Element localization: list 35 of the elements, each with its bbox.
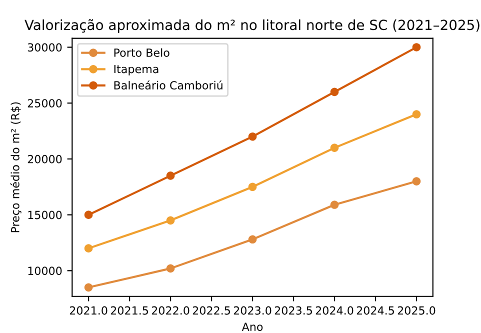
x-tick-label: 2022.5 [192,306,230,315]
point [84,210,93,219]
point [248,182,257,192]
x-tick-label: 2025.0 [398,306,436,315]
y-tick-label: 20000 [28,154,62,164]
point [412,110,421,118]
point [330,200,339,209]
point [330,88,339,96]
point [248,235,257,244]
point [330,144,339,152]
chart-title: Valorização aproximada do m² no litoral norte de SC (2021–2025) [24,19,480,33]
y-tick-label: 30000 [28,43,62,52]
legend-label: Porto Belo [114,48,170,57]
point [84,283,93,292]
x-tick-label: 2023.5 [274,306,312,315]
x-tick-label: 2022.0 [152,306,190,315]
x-tick-label: 2024.0 [316,306,354,315]
point [84,244,93,252]
y-tick-label: 15000 [28,210,62,220]
point [166,172,175,180]
point [412,177,421,186]
y-tick-label: 25000 [28,99,62,108]
point [248,132,257,141]
legend-label: Itapema [114,64,158,76]
y-tick-label: 10000 [28,266,62,276]
legend-label: Balneário Camboriú [114,80,222,90]
x-axis-title: Ano [242,322,263,331]
point [166,264,175,273]
point [412,43,421,52]
x-tick-label: 2021.0 [70,306,108,315]
x-tick-label: 2023.0 [234,306,272,315]
y-axis-title: Preço médio do m² (R$) [10,102,22,232]
point [166,216,175,225]
x-tick-label: 2024.5 [356,306,394,315]
x-tick-label: 2021.5 [110,306,148,315]
